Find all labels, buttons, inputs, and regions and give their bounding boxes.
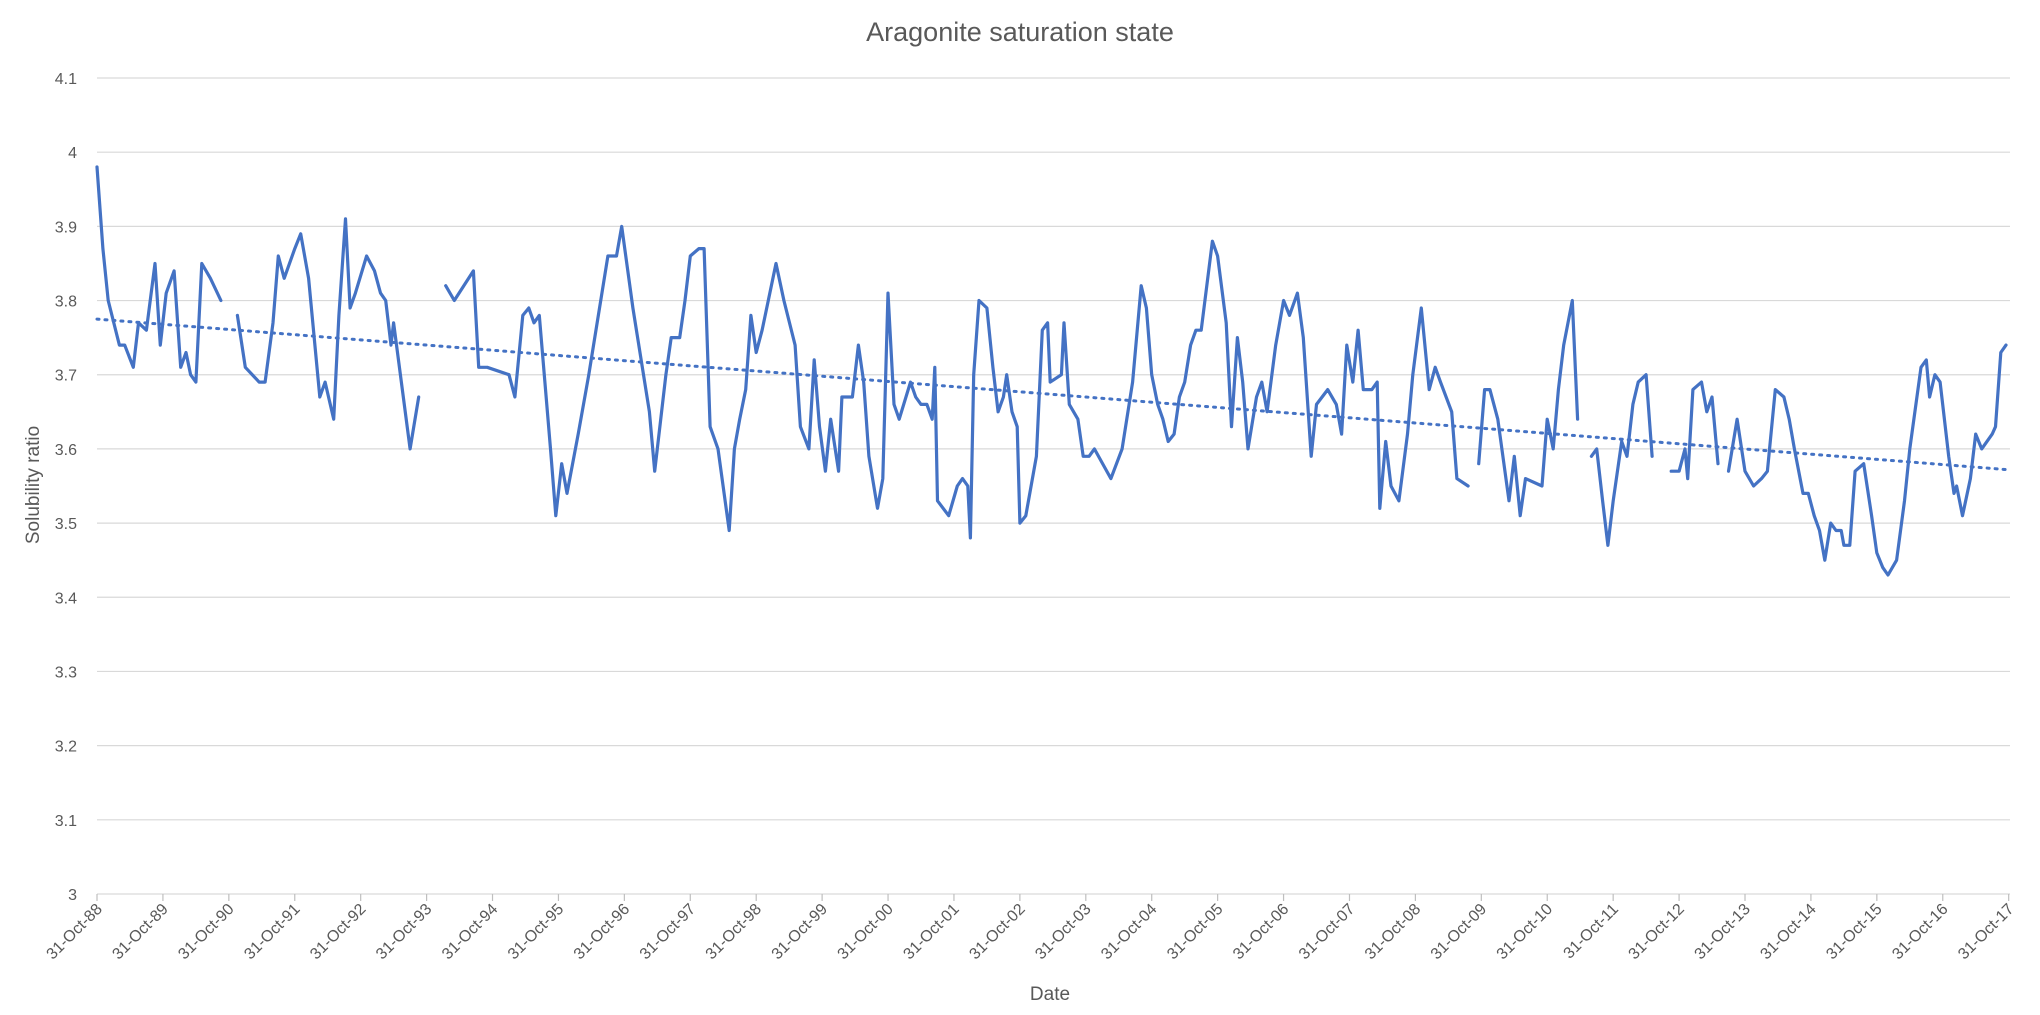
y-tick-label: 3.6	[55, 442, 77, 459]
x-tick-label: 31-Oct-13	[1692, 901, 1754, 963]
x-tick-label: 31-Oct-06	[1230, 901, 1292, 963]
gridlines	[97, 77, 2010, 895]
y-tick-label: 3.7	[55, 368, 77, 385]
series-line-segment-0-6	[1726, 343, 2008, 577]
x-tick-label: 31-Oct-88	[44, 901, 106, 963]
x-tick-label: 31-Oct-95	[505, 901, 567, 963]
series-line-segment-0-0	[95, 165, 223, 384]
series-line-segment-0-3	[1477, 298, 1580, 518]
x-axis-title: Date	[1030, 984, 1070, 1005]
x-tick-label: 31-Oct-01	[900, 901, 962, 963]
x-tick-label: 31-Oct-15	[1823, 901, 1885, 963]
trendline	[95, 317, 2012, 472]
x-tick-label: 31-Oct-16	[1889, 901, 1951, 963]
series-layer	[95, 165, 2008, 577]
y-tick-label: 3.8	[55, 294, 77, 311]
y-tick-label: 3.2	[55, 739, 77, 756]
x-tick-label: 31-Oct-17	[1955, 901, 2017, 963]
x-tick-label: 31-Oct-14	[1757, 901, 1819, 963]
trendline-layer	[95, 317, 2012, 472]
x-tick-label: 31-Oct-90	[175, 901, 237, 963]
y-tick-label: 3.5	[55, 516, 77, 533]
x-tick-label: 31-Oct-98	[703, 901, 765, 963]
y-tick-label: 3	[68, 887, 77, 904]
y-tick-label: 3.1	[55, 813, 77, 830]
x-tick-label: 31-Oct-93	[373, 901, 435, 963]
series-line-segment-0-5	[1669, 380, 1720, 481]
y-tick-label: 3.3	[55, 664, 77, 681]
x-tick-label: 31-Oct-07	[1296, 901, 1358, 963]
x-tick-label: 31-Oct-91	[241, 901, 303, 963]
x-tick-label: 31-Oct-97	[637, 901, 699, 963]
x-axis-tick-labels: 31-Oct-88 31-Oct-89 31-Oct-90 31-Oct-91 31-O…	[44, 894, 2018, 963]
chart-title: Aragonite saturation state	[866, 17, 1174, 47]
x-tick-label: 31-Oct-02	[966, 901, 1028, 963]
series-line-segment-0-1	[235, 217, 421, 451]
x-tick-label: 31-Oct-11	[1561, 901, 1623, 963]
x-tick-label: 31-Oct-04	[1098, 901, 1160, 963]
x-tick-label: 31-Oct-12	[1626, 901, 1688, 963]
x-tick-label: 31-Oct-03	[1032, 901, 1094, 963]
y-tick-label: 3.9	[55, 219, 77, 236]
x-tick-label: 31-Oct-00	[835, 901, 897, 963]
series-line-segment-0-4	[1589, 373, 1654, 547]
y-axis-title: Solubility ratio	[23, 426, 44, 544]
x-tick-label: 31-Oct-08	[1362, 901, 1424, 963]
x-tick-label: 31-Oct-09	[1428, 901, 1490, 963]
x-tick-label: 31-Oct-99	[769, 901, 831, 963]
y-tick-label: 3.4	[55, 590, 77, 607]
y-axis-tick-labels: 3 3.1 3.2 3.3 3.4 3.5 3.6 3.7 3.8 3.9 4 4.1	[55, 71, 77, 904]
x-tick-label: 31-Oct-10	[1494, 901, 1556, 963]
x-tick-label: 31-Oct-92	[307, 901, 369, 963]
x-tick-label: 31-Oct-94	[439, 901, 501, 963]
y-tick-label: 4	[68, 145, 77, 162]
y-tick-label: 4.1	[55, 71, 77, 88]
x-tick-label: 31-Oct-05	[1164, 901, 1226, 963]
series-line-segment-0-2	[444, 224, 1470, 540]
x-tick-label: 31-Oct-96	[571, 901, 633, 963]
x-tick-label: 31-Oct-89	[109, 901, 171, 963]
